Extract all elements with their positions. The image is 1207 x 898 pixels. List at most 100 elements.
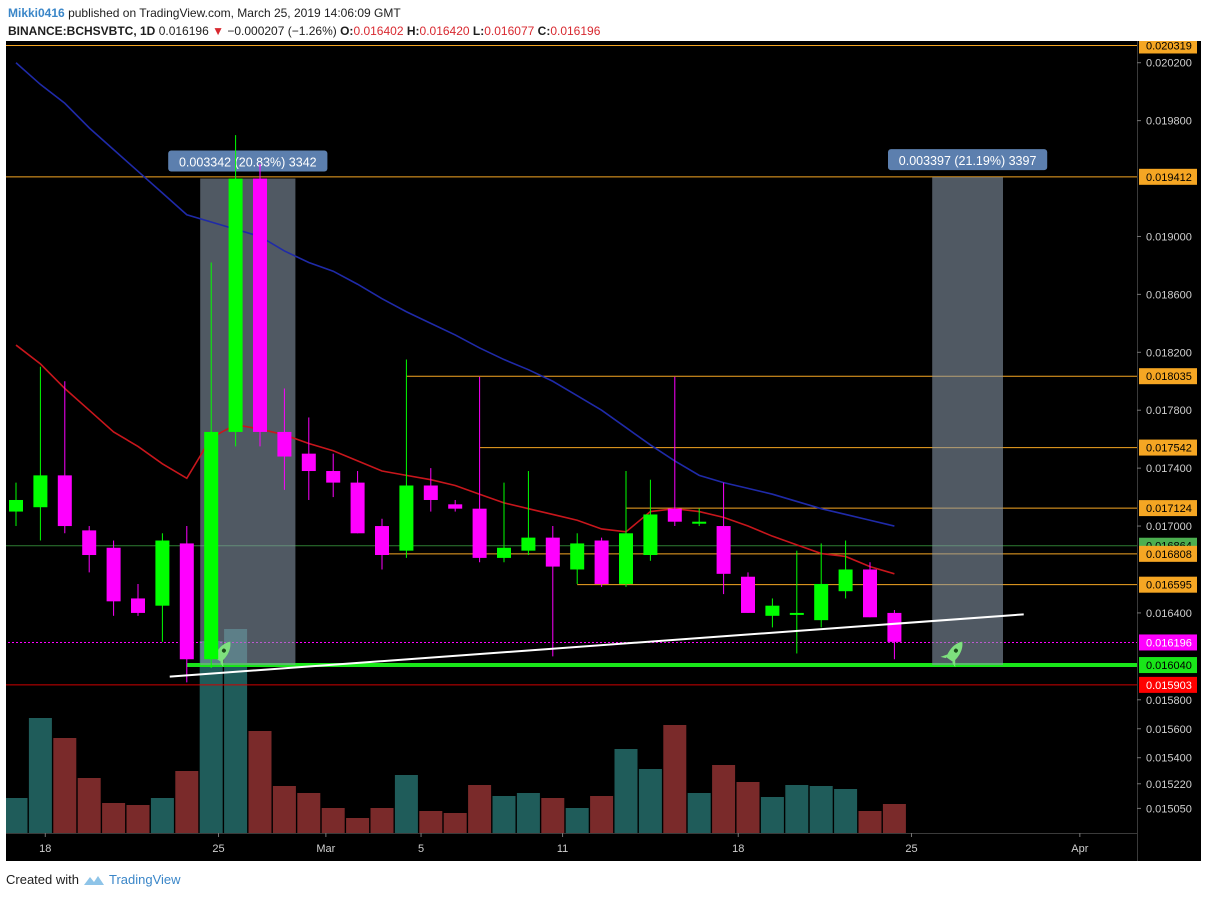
price-tick-label: 0.019000	[1146, 231, 1192, 243]
price-tick-label: 0.017000	[1146, 521, 1192, 533]
candle-body	[692, 521, 707, 524]
chart-area[interactable]: 0.003342 (20.83%) 3342 0.003397 (21.19%) …	[6, 41, 1201, 861]
author-name[interactable]: Mikki0416	[8, 6, 65, 20]
price-tag-label: 0.018035	[1146, 371, 1192, 383]
time-tick-label: 25	[212, 843, 224, 855]
candle-body	[9, 499, 23, 512]
volume-bar	[712, 765, 736, 833]
candle-body	[814, 583, 829, 621]
price-tag-label: 0.016595	[1146, 580, 1192, 592]
candle-body	[57, 475, 72, 527]
candle-body	[619, 533, 633, 584]
publish-line: Mikki0416 published on TradingView.com, …	[8, 4, 600, 22]
measurement-label-background	[168, 150, 328, 172]
down-arrow-icon: ▼	[212, 24, 224, 38]
price-tag	[1139, 657, 1197, 674]
candle-body	[33, 475, 48, 508]
candle-body	[887, 612, 902, 642]
last-price: 0.016196	[158, 24, 209, 38]
volume-bar	[858, 811, 882, 833]
volume-bar	[809, 786, 833, 833]
price-tag-label: 0.016808	[1146, 549, 1192, 561]
candle-body	[789, 612, 804, 615]
open-label: O:	[340, 24, 354, 38]
candle-body	[570, 543, 585, 570]
price-tag-label: 0.017124	[1146, 503, 1192, 515]
price-tag	[1139, 168, 1197, 185]
volume-bar	[272, 786, 296, 833]
candle-body	[228, 178, 243, 432]
close-value: 0.016196	[550, 24, 601, 38]
volume-bar	[346, 818, 370, 833]
rocket-window	[221, 648, 226, 653]
volume-bar	[175, 771, 199, 833]
trendline	[169, 613, 1024, 678]
high-label: H:	[406, 24, 420, 38]
candle-body	[277, 431, 292, 457]
high-value: 0.016420	[419, 24, 470, 38]
price-chart[interactable]: 0.003342 (20.83%) 3342 0.003397 (21.19%) …	[6, 41, 1201, 861]
candle-body	[399, 485, 414, 551]
rocket-window	[953, 648, 958, 653]
volume-bar	[150, 798, 174, 833]
time-tick-label: Apr	[1071, 843, 1088, 855]
price-tick-label: 0.018200	[1146, 347, 1192, 359]
candle-body	[497, 547, 511, 558]
price-tick-label: 0.017400	[1146, 463, 1192, 475]
price-tag-label: 0.020319	[1146, 41, 1192, 52]
volume-bar	[297, 793, 321, 833]
price-change: −0.000207 (−1.26%)	[227, 24, 337, 38]
candle-body	[155, 540, 170, 606]
time-tick-label: 18	[39, 843, 51, 855]
price-tag	[1139, 545, 1197, 562]
candle-body	[375, 526, 389, 556]
price-tick-label: 0.018600	[1146, 289, 1192, 301]
volume-bar	[663, 725, 687, 833]
candle-body	[253, 178, 267, 432]
volume-bar	[199, 641, 223, 833]
volume-bar	[321, 808, 345, 833]
measurement-label: 0.003397 (21.19%) 3397	[899, 154, 1037, 168]
candle-body	[472, 508, 487, 558]
price-tick-label: 0.015400	[1146, 753, 1192, 765]
volume-bar	[28, 718, 52, 833]
rocket-fin	[940, 654, 956, 668]
candle-body	[838, 569, 853, 592]
low-value: 0.016077	[484, 24, 535, 38]
volume-bar	[419, 811, 443, 833]
volume-bar	[468, 785, 492, 833]
candle-body	[179, 543, 194, 660]
price-tag	[1139, 576, 1197, 593]
price-tick-label: 0.015800	[1146, 695, 1192, 707]
measurement-label-background	[888, 149, 1048, 171]
candle-body	[765, 605, 780, 616]
symbol-label: BINANCE:BCHSVBTC, 1D	[8, 24, 156, 38]
rocket-icon	[940, 641, 963, 668]
volume-bar	[126, 805, 150, 833]
volume-bar	[102, 803, 126, 833]
volume-bar	[736, 782, 760, 833]
volume-bar	[565, 808, 589, 833]
volume-bar	[882, 804, 906, 833]
publish-info: published on TradingView.com, March 25, …	[68, 6, 401, 20]
volume-bar	[785, 785, 809, 833]
measurement-label: 0.003342 (20.83%) 3342	[179, 156, 317, 170]
volume-bar	[394, 775, 418, 833]
candle-body	[545, 537, 560, 567]
price-tick-label: 0.015050	[1146, 803, 1192, 815]
tradingview-logo-icon	[83, 875, 104, 885]
price-tick-label: 0.015220	[1146, 779, 1192, 791]
volume-bar	[590, 796, 614, 833]
candle-body	[350, 482, 365, 534]
price-tag-label: 0.019412	[1146, 172, 1192, 184]
ohlc-line: BINANCE:BCHSVBTC, 1D 0.016196 ▼ −0.00020…	[8, 22, 600, 40]
candle-body	[82, 530, 97, 556]
candle-body	[863, 569, 877, 618]
volume-bar	[6, 798, 28, 833]
footer: Created with TradingView	[6, 872, 181, 887]
measurement-box	[932, 177, 1003, 666]
candle-body	[643, 514, 658, 556]
candle-body	[521, 537, 536, 551]
tradingview-brand[interactable]: TradingView	[108, 872, 181, 887]
price-tag	[1139, 368, 1197, 385]
